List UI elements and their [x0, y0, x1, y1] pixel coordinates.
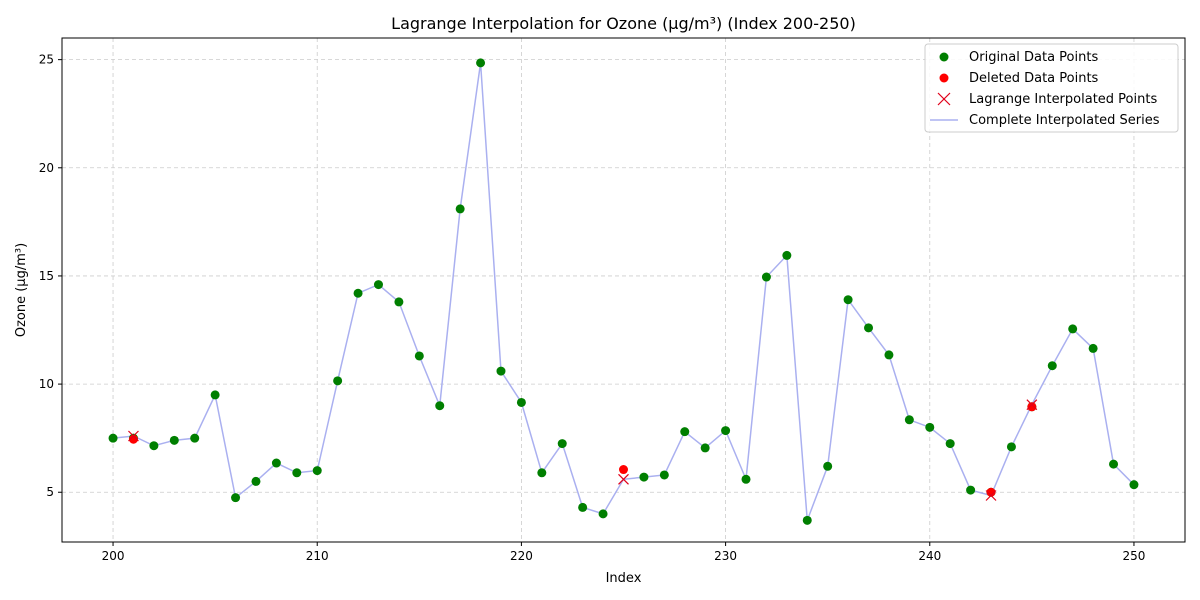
original-data-point	[639, 472, 649, 482]
original-data-point	[904, 415, 914, 425]
original-data-point	[700, 443, 710, 453]
original-data-point	[1047, 361, 1057, 371]
original-data-point	[292, 468, 302, 478]
original-data-point	[843, 295, 853, 305]
original-data-point	[966, 485, 976, 495]
original-data-point	[741, 474, 751, 484]
x-tick-label: 220	[510, 549, 533, 563]
plot-frame	[61, 37, 1186, 543]
legend-entry: Original Data Points	[939, 50, 1098, 65]
axis-ticks: 200 210 220 230 240 250 5 10 15 20 25	[39, 53, 1146, 563]
x-tick-label: 240	[918, 549, 941, 563]
original-data-point	[333, 376, 343, 386]
original-data-point	[394, 297, 404, 307]
original-data-point	[476, 58, 486, 68]
deleted-data-point	[986, 487, 996, 497]
original-data-point	[761, 272, 771, 282]
original-data-point	[516, 397, 526, 407]
original-data-point	[353, 288, 363, 298]
original-data-point	[680, 427, 690, 437]
original-data-point	[455, 204, 465, 214]
interpolated-point-x	[985, 490, 997, 501]
original-data-point	[578, 502, 588, 512]
original-data-point	[782, 250, 792, 260]
x-axis-label: Index	[606, 571, 642, 586]
original-data-point	[1129, 480, 1139, 490]
original-data-point	[373, 280, 383, 290]
legend-entry: Lagrange Interpolated Points	[937, 92, 1157, 107]
original-data-point	[823, 461, 833, 471]
x-tick-label: 200	[102, 549, 125, 563]
original-data-point	[945, 439, 955, 449]
original-data-point	[231, 493, 241, 503]
original-data-point	[721, 426, 731, 436]
original-data-point	[210, 390, 220, 400]
original-data-point	[312, 466, 322, 476]
original-data-point	[435, 401, 445, 411]
legend-marker-x	[937, 92, 951, 106]
original-data-point	[149, 441, 159, 451]
interpolated-marker-stroke	[128, 430, 139, 442]
interpolated-marker-stroke	[618, 473, 629, 485]
legend-label: Original Data Points	[969, 50, 1098, 65]
deleted-data-point	[619, 465, 628, 475]
legend-marker-dot	[939, 73, 949, 83]
original-data-point	[1109, 459, 1119, 469]
original-data-point	[108, 433, 118, 443]
original-data-point	[1088, 343, 1098, 353]
original-data-point	[169, 435, 179, 445]
y-tick-label: 10	[39, 377, 54, 391]
y-axis-label: Ozone (µg/m³)	[14, 243, 29, 337]
legend-entry: Complete Interpolated Series	[930, 113, 1160, 128]
interpolated-point-x	[1026, 399, 1038, 411]
legend-box	[924, 43, 1179, 133]
original-data-point	[190, 433, 200, 443]
original-data-point	[659, 470, 669, 480]
interpolated-point-x	[618, 473, 629, 485]
y-tick-label: 5	[46, 485, 54, 499]
chart-title: Lagrange Interpolation for Ozone (µg/m³)…	[391, 14, 856, 33]
original-data-point	[802, 515, 812, 525]
legend-label: Lagrange Interpolated Points	[969, 92, 1157, 107]
original-data-point	[251, 476, 261, 486]
deleted-data-point	[128, 434, 138, 444]
legend-label: Deleted Data Points	[969, 71, 1099, 86]
original-data-point	[1006, 442, 1016, 452]
grid-lines	[62, 38, 1185, 542]
original-data-point	[884, 350, 894, 360]
legend-label: Complete Interpolated Series	[969, 113, 1160, 128]
y-tick-label: 20	[39, 161, 54, 175]
original-data-point	[864, 323, 874, 333]
points-layer	[108, 58, 1139, 525]
original-data-point	[271, 458, 281, 468]
original-data-point	[496, 366, 506, 376]
x-tick-label: 250	[1123, 549, 1146, 563]
interpolated-point-x	[128, 430, 139, 442]
x-tick-label: 230	[714, 549, 737, 563]
original-data-point	[1068, 324, 1078, 334]
legend-entry: Deleted Data Points	[939, 71, 1099, 86]
legend: Original Data Points Deleted Data Points L…	[924, 43, 1179, 133]
legend-marker-dot	[939, 52, 949, 62]
original-data-point	[414, 351, 424, 361]
interpolated-marker-stroke	[985, 490, 997, 501]
original-data-point	[537, 468, 547, 478]
y-tick-label: 25	[39, 53, 54, 67]
original-data-point	[925, 422, 935, 432]
original-data-point	[598, 509, 608, 519]
deleted-data-point	[1027, 402, 1037, 412]
original-data-point	[557, 439, 567, 449]
y-tick-label: 15	[39, 269, 54, 283]
x-tick-label: 210	[306, 549, 329, 563]
interpolated-marker-stroke	[1026, 399, 1038, 411]
